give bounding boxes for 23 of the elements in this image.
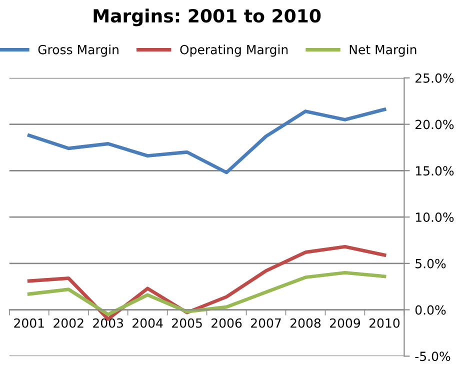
line-series — [27, 270, 386, 316]
x-tick-label: 2001 — [14, 318, 44, 328]
x-tick-label: 2004 — [132, 318, 163, 328]
x-tick-label: 2006 — [212, 318, 242, 328]
legend-label: Gross Margin — [38, 44, 118, 57]
legend-label: Net Margin — [350, 44, 416, 57]
y-tick-label: 5.0% — [416, 258, 446, 268]
y-tick-label: 0.0% — [415, 305, 446, 315]
y-tick-label: 25.0% — [416, 73, 454, 83]
y-tick-label: -5.0% — [415, 352, 450, 362]
x-tick-label: 2010 — [369, 318, 400, 328]
chart-title: Margins: 2001 to 2010 — [94, 8, 321, 26]
y-tick-label: 20.0% — [416, 120, 454, 130]
y-tick-label: 15.0% — [416, 166, 454, 176]
x-tick-label: 2008 — [290, 318, 321, 328]
y-tick-label: 10.0% — [416, 212, 454, 222]
x-tick-label: 2002 — [54, 318, 84, 328]
x-tick-label: 2007 — [251, 318, 281, 328]
x-tick-label: 2009 — [330, 318, 360, 328]
legend-label: Operating Margin — [180, 44, 288, 57]
x-tick-label: 2003 — [93, 318, 124, 328]
x-tick-label: 2005 — [172, 318, 202, 328]
line-series — [27, 108, 386, 174]
